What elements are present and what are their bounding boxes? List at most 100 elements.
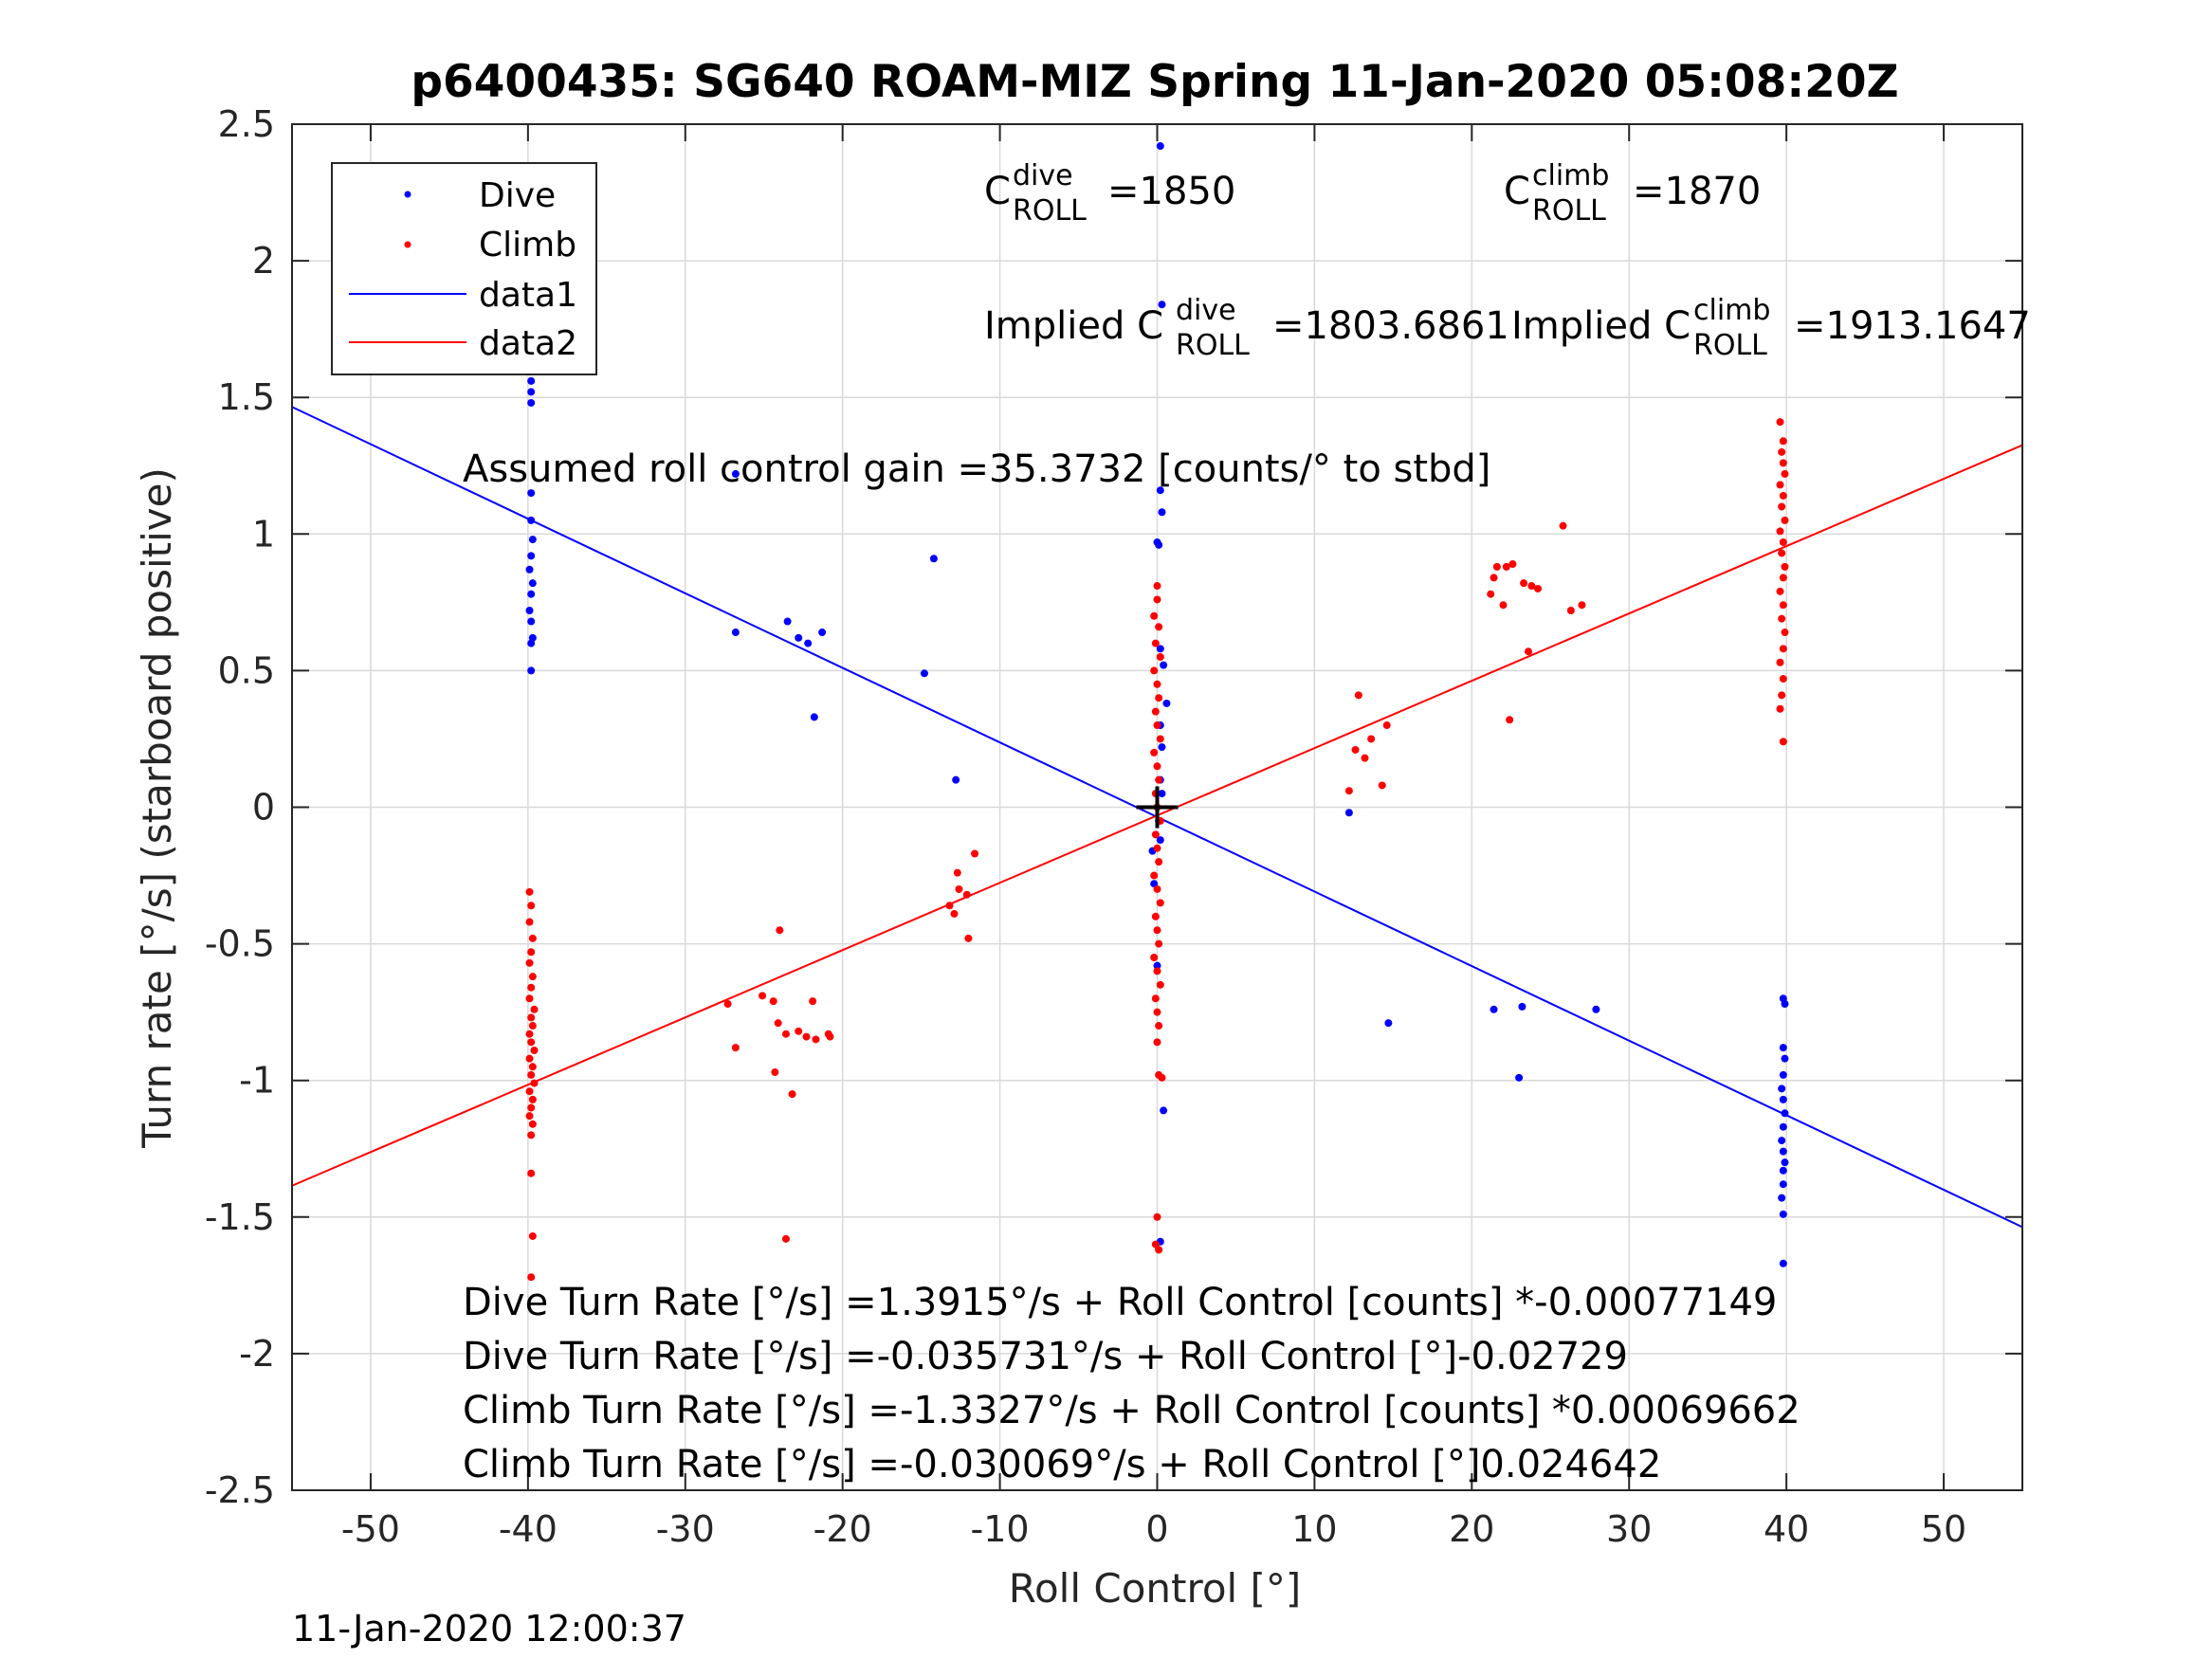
climb-point xyxy=(945,902,954,910)
climb-point xyxy=(1778,691,1786,700)
climb-point xyxy=(527,1169,536,1177)
climb-point xyxy=(812,1035,820,1044)
climb-point xyxy=(1155,775,1163,784)
climb-point xyxy=(1776,481,1784,489)
x-tick-label: 40 xyxy=(1764,1508,1809,1550)
x-tick-label: 30 xyxy=(1606,1508,1652,1550)
dive-point xyxy=(783,617,792,626)
climb-point xyxy=(1776,658,1784,666)
implied-dive-sub: ROLL xyxy=(1176,329,1250,362)
implied-climb-sub: ROLL xyxy=(1693,329,1767,362)
dive-point xyxy=(1155,540,1163,549)
dive-point xyxy=(527,489,536,498)
climb-point xyxy=(525,887,534,896)
c-dive-base: C xyxy=(984,170,1011,213)
climb-point xyxy=(802,1032,811,1041)
climb-point xyxy=(1150,954,1159,962)
climb-point xyxy=(1499,601,1508,610)
legend-label-data1: data1 xyxy=(479,276,577,315)
climb-point xyxy=(788,1090,796,1099)
c-dive-sub: ROLL xyxy=(1013,194,1087,228)
dive-point xyxy=(525,565,534,574)
climb-point xyxy=(1779,491,1787,500)
dive-point xyxy=(1156,836,1164,845)
y-tick-label: 1 xyxy=(252,513,275,555)
dive-point xyxy=(1779,1070,1787,1079)
climb-point xyxy=(781,1030,790,1038)
climb-point xyxy=(528,973,537,981)
c-dive-value: =1850 xyxy=(1107,170,1235,213)
climb-point xyxy=(1778,447,1786,456)
climb-point xyxy=(527,1103,536,1112)
climb-point xyxy=(1153,884,1161,893)
climb-point xyxy=(1151,830,1160,839)
climb-point xyxy=(1158,1073,1166,1082)
climb-point xyxy=(964,934,973,942)
climb-point xyxy=(1153,721,1161,730)
dive-point xyxy=(1781,1109,1789,1118)
dive-point xyxy=(1779,1166,1787,1175)
climb-point xyxy=(953,868,961,877)
dive-point xyxy=(1156,486,1164,495)
climb-point xyxy=(795,1027,803,1035)
climb-point xyxy=(723,1000,732,1009)
x-tick-label: -40 xyxy=(499,1508,558,1550)
climb-point xyxy=(1566,606,1575,614)
climb-point xyxy=(528,1022,537,1030)
implied-dive-sup: dive xyxy=(1176,294,1236,327)
dive-point xyxy=(1344,809,1353,817)
climb-point xyxy=(1378,781,1386,790)
climb-point xyxy=(1153,844,1161,852)
dive-point xyxy=(1384,1019,1393,1028)
climb-point xyxy=(1527,582,1536,591)
y-tick-labels: 2.5 2 1.5 1 0.5 0 -0.5 -1 -1.5 -2 -2.5 xyxy=(205,103,275,1511)
climb-point xyxy=(1153,926,1161,935)
x-tick-label: 0 xyxy=(1145,1508,1168,1550)
climb-point xyxy=(525,1112,534,1121)
climb-point xyxy=(525,918,534,926)
climb-point xyxy=(525,1030,534,1038)
dive-point xyxy=(1779,1122,1787,1131)
climb-point xyxy=(1150,871,1159,880)
dive-point xyxy=(810,713,818,721)
gain-annotation: Assumed roll control gain =35.3732 [coun… xyxy=(463,447,1490,491)
c-dive-annotation: C dive ROLL =1850 xyxy=(984,159,1235,228)
implied-dive-base: Implied C xyxy=(984,304,1163,348)
dive-point xyxy=(1781,1054,1789,1063)
climb-point xyxy=(1153,595,1161,604)
dive-point xyxy=(1156,645,1164,653)
legend-box xyxy=(331,162,597,375)
dive-point xyxy=(1592,1005,1600,1013)
climb-point xyxy=(1151,912,1160,921)
dive-point xyxy=(1781,1158,1789,1167)
climb-point xyxy=(1155,694,1163,702)
climb-point xyxy=(1153,1212,1161,1221)
climb-point xyxy=(1367,735,1376,743)
equation-climb-degrees: Climb Turn Rate [°/s] =-0.030069°/s + Ro… xyxy=(463,1443,1661,1486)
dive-point xyxy=(1778,1194,1786,1202)
climb-point xyxy=(1155,858,1163,866)
climb-point xyxy=(1779,645,1787,653)
climb-point xyxy=(1155,939,1163,948)
climb-point xyxy=(1559,521,1567,530)
dive-point xyxy=(1160,661,1168,669)
x-tick-label: -30 xyxy=(656,1508,715,1550)
climb-point xyxy=(527,1070,536,1079)
legend-label-dive: Dive xyxy=(479,176,556,215)
dive-point xyxy=(731,629,740,637)
y-tick-label: 1.5 xyxy=(218,376,275,418)
dive-point xyxy=(1490,1005,1498,1013)
dive-point xyxy=(1779,1180,1787,1189)
climb-point xyxy=(525,1087,534,1096)
climb-point xyxy=(809,997,817,1006)
c-climb-value: =1870 xyxy=(1633,170,1761,213)
equation-climb-counts: Climb Turn Rate [°/s] =-1.3327°/s + Roll… xyxy=(463,1389,1801,1432)
climb-point xyxy=(955,884,963,893)
climb-point xyxy=(1508,560,1517,569)
climb-point xyxy=(527,948,536,957)
climb-point xyxy=(826,1032,834,1041)
x-tick-labels: -50 -40 -30 -20 -10 0 10 20 30 40 50 xyxy=(341,1508,1966,1550)
climb-point xyxy=(962,890,971,899)
climb-point xyxy=(528,934,537,942)
y-tick-label: -1.5 xyxy=(205,1196,275,1238)
